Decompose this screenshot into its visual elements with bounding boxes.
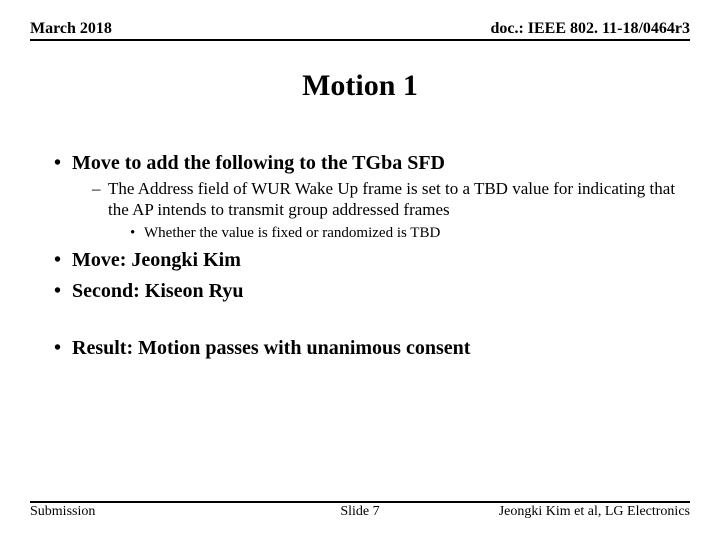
- bullet-text: Move: Jeongki Kim: [72, 249, 241, 271]
- bullet-move-to-add: Move to add the following to the TGba SF…: [54, 151, 690, 242]
- slide-title: Motion 1: [30, 69, 690, 103]
- header-bar: March 2018 doc.: IEEE 802. 11-18/0464r3: [30, 20, 690, 41]
- bullet-text: Second: Kiseon Ryu: [72, 280, 244, 302]
- bullet-text: Move to add the following to the TGba SF…: [72, 152, 445, 174]
- header-doc-id: doc.: IEEE 802. 11-18/0464r3: [490, 20, 690, 38]
- bullet-text: Result: Motion passes with unanimous con…: [72, 337, 470, 359]
- footer-author: Jeongki Kim et al, LG Electronics: [499, 504, 690, 520]
- bullet-fixed-or-random: Whether the value is fixed or randomized…: [130, 224, 690, 242]
- bullet-result: Result: Motion passes with unanimous con…: [54, 336, 690, 361]
- bullet-address-field: The Address field of WUR Wake Up frame i…: [92, 179, 690, 242]
- header-date: March 2018: [30, 20, 112, 38]
- bullet-text: Whether the value is fixed or randomized…: [144, 225, 440, 241]
- footer-left: Submission: [30, 504, 95, 520]
- spacer: [54, 310, 690, 336]
- bullet-text: The Address field of WUR Wake Up frame i…: [108, 179, 675, 219]
- bullet-mover: Move: Jeongki Kim: [54, 248, 690, 273]
- slide-content: Move to add the following to the TGba SF…: [30, 151, 690, 361]
- footer-bar: Submission Slide 7 Jeongki Kim et al, LG…: [30, 501, 690, 520]
- bullet-second: Second: Kiseon Ryu: [54, 279, 690, 304]
- slide-page: March 2018 doc.: IEEE 802. 11-18/0464r3 …: [30, 20, 690, 520]
